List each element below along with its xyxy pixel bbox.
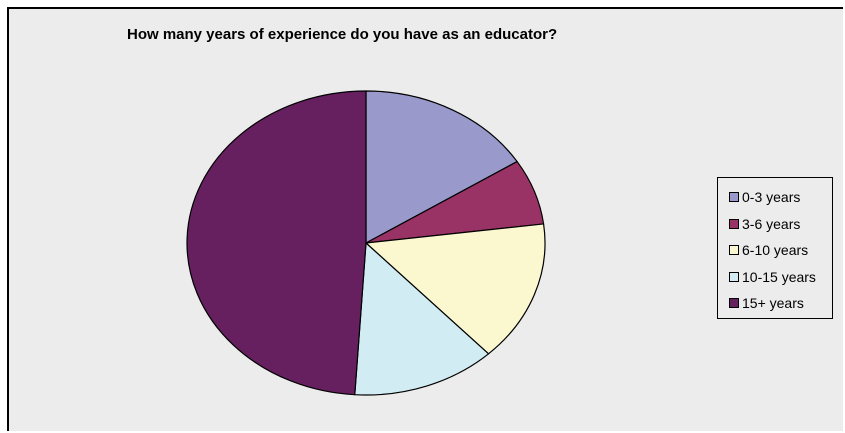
- legend-label: 15+ years: [742, 295, 804, 312]
- legend-swatch: [729, 245, 739, 256]
- pie-slice-0-3-years: [365, 90, 518, 244]
- legend-swatch: [729, 298, 739, 309]
- chart-area: How many years of experience do you have…: [7, 7, 843, 431]
- legend-item: 6-10 years: [729, 237, 832, 264]
- legend-label: 10-15 years: [742, 268, 816, 285]
- legend-label: 3-6 years: [742, 215, 801, 232]
- pie-slice-6-10-years: [365, 223, 546, 355]
- legend-item: 10-15 years: [729, 264, 832, 291]
- legend-swatch: [729, 218, 739, 229]
- pie-slice-15-years: [186, 90, 367, 396]
- pie-slice-10-15-years: [354, 242, 490, 396]
- legend-item: 0-3 years: [729, 184, 832, 211]
- legend-label: 6-10 years: [742, 242, 809, 259]
- legend-swatch: [729, 192, 739, 203]
- legend-item: 15+ years: [729, 290, 832, 317]
- legend-item: 3-6 years: [729, 211, 832, 238]
- chart-title: How many years of experience do you have…: [127, 26, 558, 43]
- legend-swatch: [729, 271, 739, 282]
- pie-chart: [186, 90, 546, 396]
- legend-label: 0-3 years: [742, 189, 801, 206]
- chart-legend: 0-3 years 3-6 years 6-10 years 10-15 years 1…: [717, 177, 833, 319]
